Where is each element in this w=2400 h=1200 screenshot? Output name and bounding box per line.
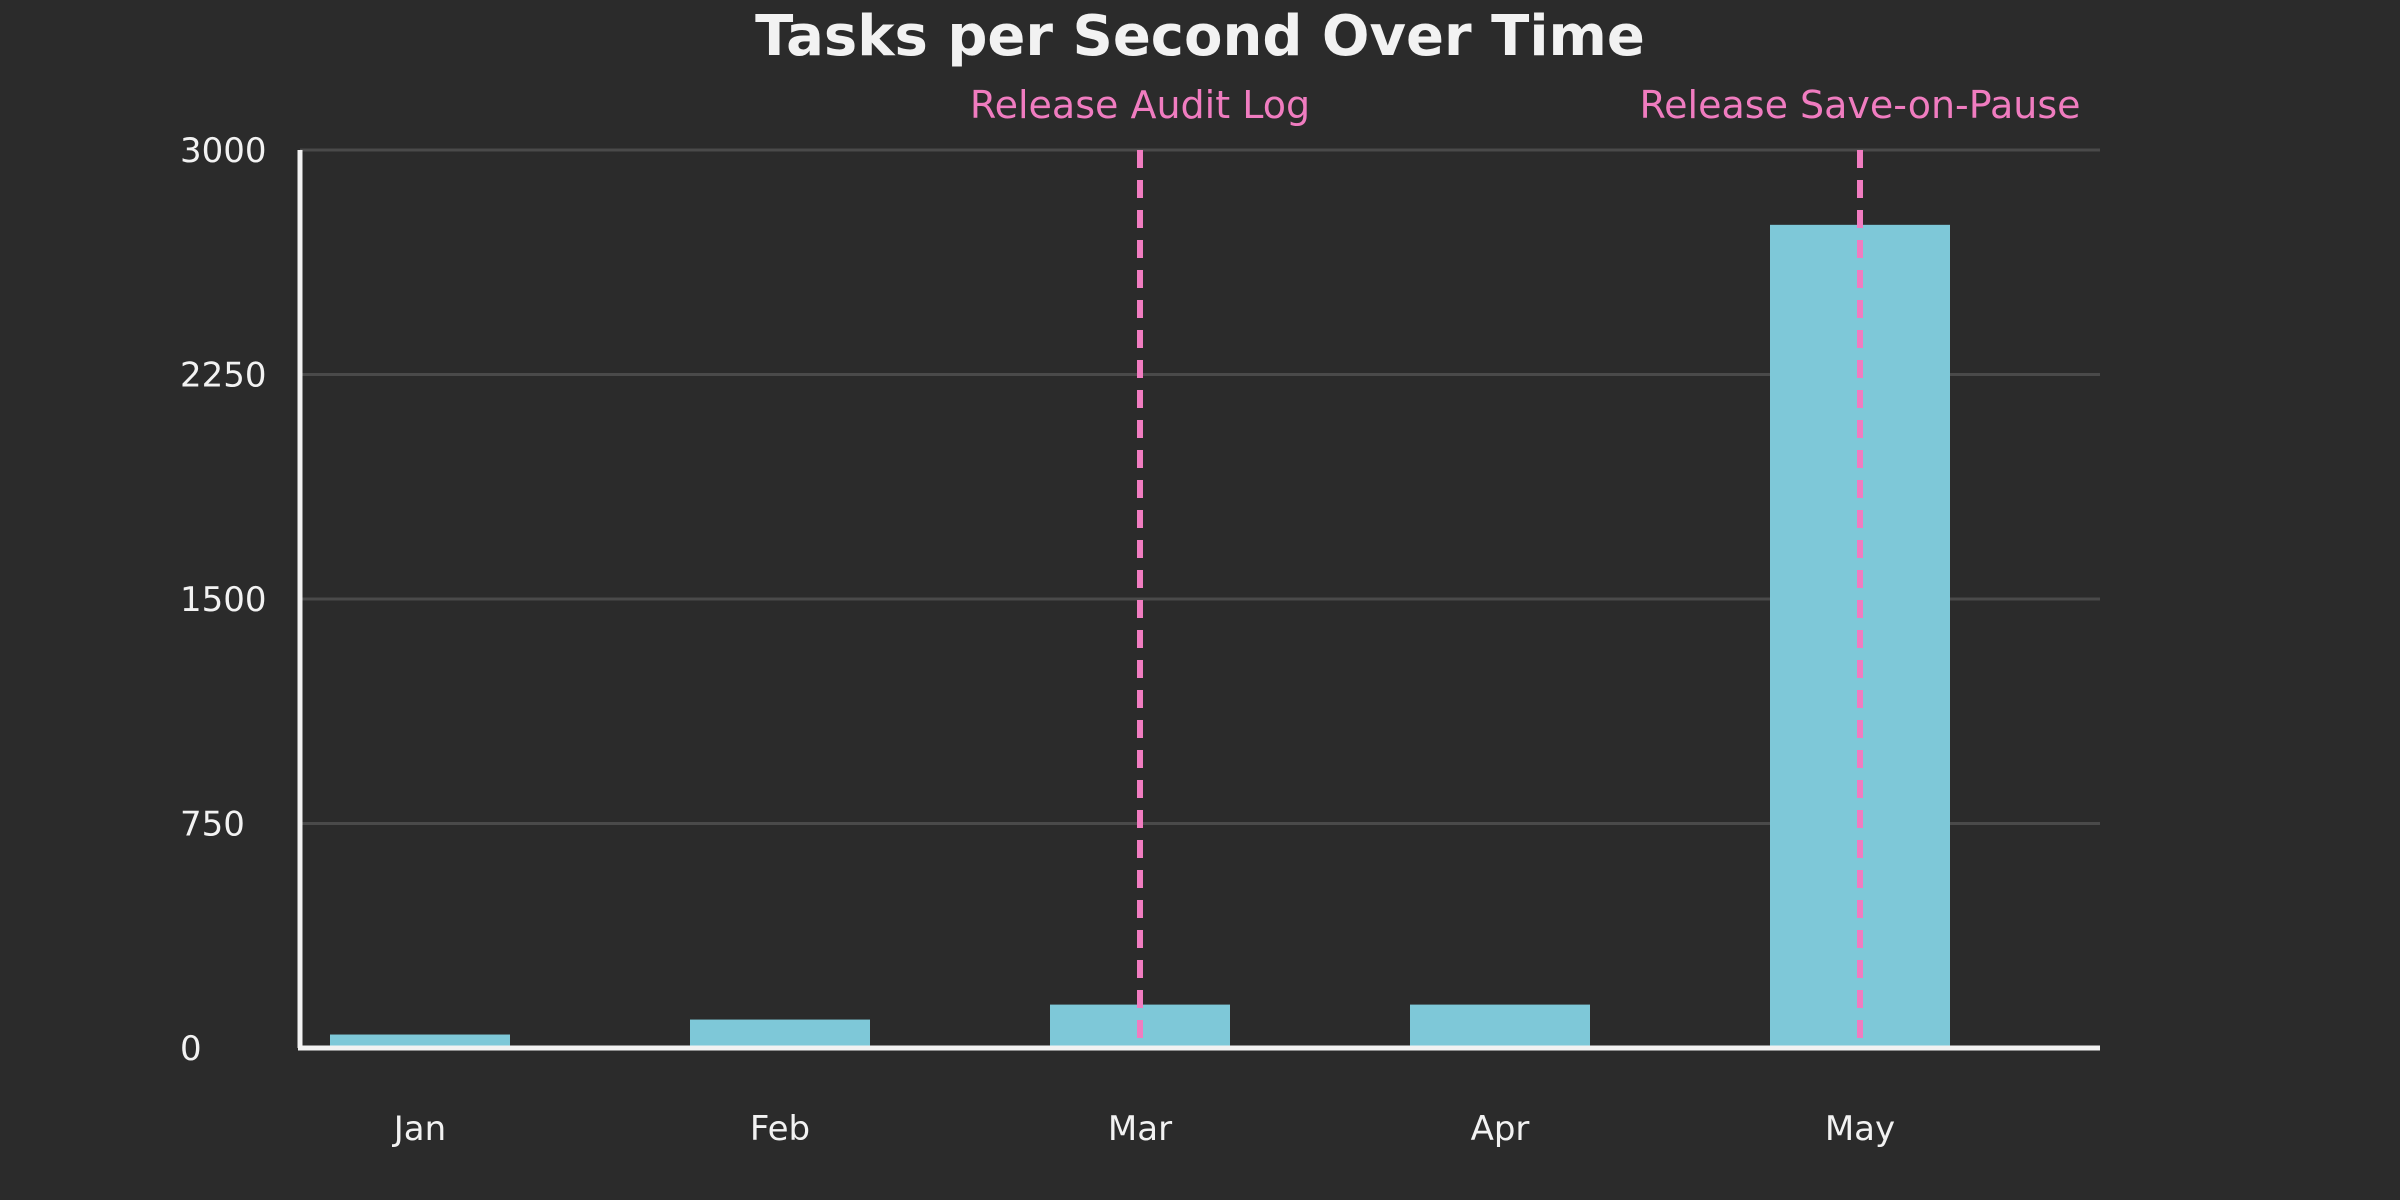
- x-tick-label: Feb: [750, 1109, 810, 1149]
- x-tick-label: May: [1825, 1109, 1895, 1149]
- y-tick-label: 3000: [180, 131, 267, 171]
- annotations: Release Audit Log Release Save-on-Pause: [970, 83, 2081, 1038]
- y-tick-label: 2250: [180, 356, 267, 396]
- annotation-label: Release Save-on-Pause: [1639, 83, 2080, 127]
- x-tick-label: Mar: [1108, 1109, 1172, 1149]
- bar: [690, 1019, 870, 1048]
- chart-title: Tasks per Second Over Time: [755, 4, 1645, 69]
- x-axis-labels: Jan Feb Mar Apr May: [392, 1109, 1895, 1149]
- x-tick-label: Jan: [392, 1109, 446, 1149]
- annotation-label: Release Audit Log: [970, 83, 1310, 127]
- x-tick-label: Apr: [1471, 1109, 1530, 1149]
- bar: [1410, 1004, 1590, 1048]
- y-axis-ticks: 0 750 1500 2250 3000: [180, 131, 267, 1069]
- y-tick-label: 1500: [180, 580, 267, 620]
- y-tick-label: 750: [180, 805, 245, 845]
- axes: [297, 150, 2100, 1051]
- bar: [330, 1034, 510, 1048]
- y-tick-label: 0: [180, 1029, 202, 1069]
